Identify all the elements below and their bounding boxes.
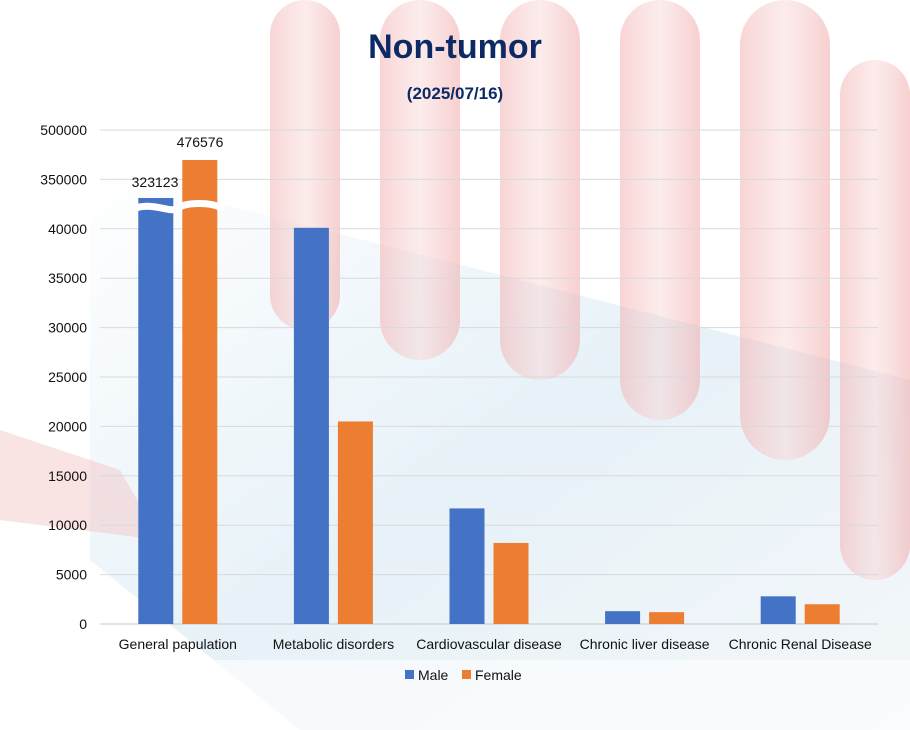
gridlines — [100, 129, 878, 625]
legend-label-male: Male — [418, 667, 449, 683]
legend-label-female: Female — [475, 667, 522, 683]
axis-break-mark — [131, 200, 225, 214]
y-tick-label: 350000 — [40, 171, 87, 187]
bar-male — [605, 611, 641, 624]
bar-female — [804, 604, 840, 624]
bar-male — [138, 198, 174, 624]
chart-subtitle: (2025/07/16) — [407, 84, 503, 103]
y-tick-label: 5000 — [56, 567, 87, 583]
x-category-label: Chronic liver disease — [580, 636, 710, 652]
bars — [138, 160, 840, 624]
y-tick-label: 20000 — [48, 418, 87, 434]
x-category-label: General papulation — [119, 636, 237, 652]
y-tick-label: 35000 — [48, 270, 87, 286]
y-tick-label: 15000 — [48, 468, 87, 484]
data-labels: 323123 476576 — [132, 134, 224, 190]
bar-male — [449, 508, 485, 624]
y-tick-label: 500000 — [40, 122, 87, 138]
x-category-label: Chronic Renal Disease — [729, 636, 872, 652]
data-label: 323123 — [132, 174, 179, 190]
chart-title: Non-tumor — [368, 28, 542, 66]
y-axis-tick-labels: 0 5000 10000 15000 20000 25000 30000 35000 40000… — [40, 122, 87, 632]
x-category-label: Metabolic disorders — [273, 636, 394, 652]
bar-male — [293, 227, 329, 624]
bar-female — [182, 160, 218, 624]
bar-female — [493, 542, 529, 624]
y-tick-label: 10000 — [48, 517, 87, 533]
y-tick-label: 25000 — [48, 369, 87, 385]
x-axis-category-labels: General papulation Metabolic disorders Car… — [119, 636, 872, 652]
legend-swatch-male — [405, 670, 414, 679]
y-tick-label: 30000 — [48, 320, 87, 336]
y-tick-label: 40000 — [48, 221, 87, 237]
legend: Male Female — [405, 667, 522, 683]
bar-female — [337, 421, 373, 624]
legend-swatch-female — [462, 670, 471, 679]
bar-male — [760, 596, 796, 624]
x-category-label: Cardiovascular disease — [416, 636, 562, 652]
y-tick-label: 0 — [79, 616, 87, 632]
data-label: 476576 — [177, 134, 224, 150]
bar-female — [649, 612, 685, 624]
axis-break-marks — [131, 200, 225, 214]
